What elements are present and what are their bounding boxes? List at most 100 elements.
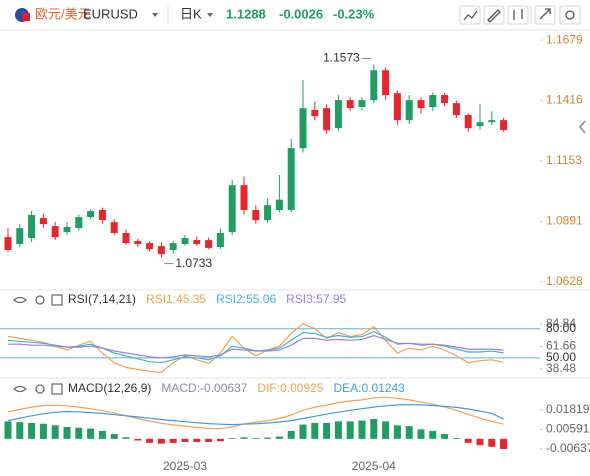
candle-body (287, 148, 295, 210)
candle-body (441, 95, 449, 104)
candle-body (63, 227, 71, 233)
fullscreen-icon (539, 8, 551, 20)
candle-body (75, 217, 83, 229)
candle-body (299, 108, 307, 149)
macd-bar (334, 421, 342, 439)
panel-settings[interactable] (35, 295, 45, 305)
indicator-line (7, 323, 504, 374)
candle-body (228, 185, 236, 233)
collapse-arrow[interactable] (579, 120, 586, 134)
macd-bar (287, 430, 295, 439)
candle-body (417, 100, 425, 109)
indicator-icon (463, 10, 478, 21)
y-tick-label: 38.48 (546, 361, 576, 375)
macd-bar (110, 434, 118, 439)
candle-type-icon (513, 9, 523, 20)
candle-body (169, 243, 177, 250)
macd-bar (488, 438, 496, 447)
fullscreen-button[interactable] (534, 5, 556, 25)
settings-button[interactable] (559, 5, 581, 25)
candle-body (452, 103, 460, 116)
candle-body (488, 120, 496, 123)
y-tick-label: 1.1679 (546, 32, 583, 46)
candle-body (181, 238, 189, 245)
draw-button[interactable] (483, 5, 505, 25)
macd-bar (299, 424, 307, 439)
settings-icon (565, 10, 575, 20)
level-label: 50.00 (546, 350, 576, 364)
legend-entry: RSI2:55.06 (216, 292, 276, 306)
macd-bar (193, 438, 201, 443)
legend-entry: RSI3:57.95 (286, 292, 346, 306)
macd-bar (4, 421, 12, 439)
min-label: 1.0733 (175, 256, 212, 270)
candle-body (358, 100, 366, 108)
macd-bar (134, 438, 142, 441)
indicator-line (8, 334, 504, 359)
max-label: 1.1573 (323, 51, 360, 65)
candle-body (110, 222, 118, 233)
indicator-button[interactable] (459, 5, 481, 25)
panel-settings[interactable] (35, 384, 45, 394)
legend-entry: RSI1:45.35 (146, 292, 206, 306)
macd-bar (452, 438, 460, 439)
macd-bar (405, 426, 413, 439)
macd-bar (252, 438, 260, 439)
y-tick-label: 0.00591 (546, 422, 590, 436)
macd-bar (441, 434, 449, 439)
visibility-toggle[interactable] (13, 296, 27, 304)
macd-bar (500, 438, 508, 449)
legend-entry: DIF:0.00925 (257, 381, 323, 395)
macd-bar (382, 421, 390, 439)
percent-change: -0.23% (333, 6, 375, 21)
candle-body (500, 120, 508, 130)
candle-body (146, 243, 154, 250)
macd-bar (228, 438, 236, 439)
candle-body (275, 199, 283, 210)
candle-body (28, 215, 36, 239)
candle-body (122, 232, 130, 244)
macd-bar (358, 420, 366, 439)
candle-body (39, 218, 47, 225)
candle-body (464, 115, 472, 129)
y-tick-label: 1.0891 (546, 213, 583, 227)
y-tick-label: 1.1153 (546, 153, 582, 167)
macd-bar (370, 418, 378, 439)
candle-type-button[interactable] (507, 5, 529, 25)
macd-bar (169, 438, 177, 443)
macd-bar (28, 422, 36, 439)
visibility-toggle[interactable] (13, 385, 27, 393)
symbol: EURUSD (83, 6, 138, 21)
legend-entry: MACD:-0.00637 (161, 381, 247, 395)
macd-bar (216, 438, 224, 442)
candle-body (429, 95, 437, 108)
indicator-title: MACD(12,26,9) (68, 381, 151, 395)
macd-bar (51, 425, 59, 439)
macd-bar (240, 437, 248, 439)
candle-body (334, 100, 342, 129)
macd-bar (98, 430, 106, 439)
dropdown-caret[interactable] (152, 13, 158, 17)
candle-body (393, 93, 401, 121)
indicator-line (7, 396, 504, 430)
macd-bar (429, 430, 437, 439)
y-tick-label: 61.66 (546, 339, 576, 353)
pair-name: 欧元/美元 (35, 6, 91, 21)
panel-menu[interactable] (51, 294, 63, 306)
y-tick-label: 84.84 (546, 316, 576, 330)
macd-bar (264, 437, 272, 439)
macd-bar (275, 436, 283, 439)
period[interactable]: 日K (180, 6, 202, 21)
candle-body (405, 100, 413, 121)
macd-bar (39, 423, 47, 439)
candle-body (87, 211, 95, 218)
indicator-title: RSI(7,14,21) (68, 292, 136, 306)
dropdown-caret[interactable] (207, 13, 213, 17)
candle-body (51, 226, 59, 238)
x-tick-label: 2025-04 (352, 459, 396, 473)
panel-menu[interactable] (51, 383, 63, 395)
candle-body (157, 246, 165, 255)
